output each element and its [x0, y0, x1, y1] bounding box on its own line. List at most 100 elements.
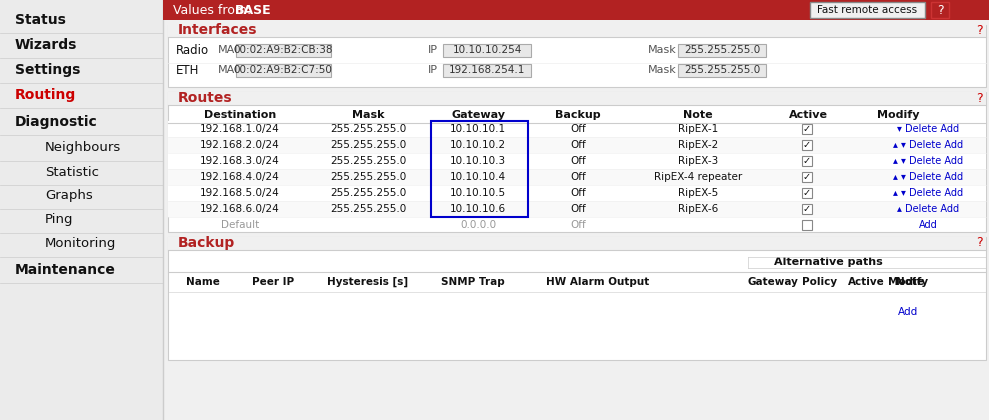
Text: 255.255.255.0: 255.255.255.0 — [330, 204, 406, 214]
Bar — [168, 92, 986, 232]
Text: ▴ ▾ Delete Add: ▴ ▾ Delete Add — [893, 140, 963, 150]
Text: 255.255.255.0: 255.255.255.0 — [330, 124, 406, 134]
Bar — [163, 0, 989, 20]
Text: Off: Off — [570, 172, 585, 182]
Text: Gateway: Gateway — [748, 277, 798, 287]
Text: ▾ Delete Add: ▾ Delete Add — [897, 124, 959, 134]
Bar — [168, 185, 986, 201]
Text: Routing: Routing — [15, 88, 76, 102]
Text: ETH: ETH — [176, 63, 200, 76]
Text: Status: Status — [15, 13, 66, 27]
Text: ✓: ✓ — [803, 140, 811, 150]
Text: RipEX-1: RipEX-1 — [677, 124, 718, 134]
Text: IP: IP — [428, 45, 438, 55]
Text: 192.168.2.0/24: 192.168.2.0/24 — [200, 140, 280, 150]
Text: 192.168.4.0/24: 192.168.4.0/24 — [200, 172, 280, 182]
Text: Backup: Backup — [178, 236, 235, 250]
Bar — [802, 124, 812, 134]
Text: 10.10.10.1: 10.10.10.1 — [450, 124, 506, 134]
Text: Maintenance: Maintenance — [15, 263, 116, 277]
Text: 192.168.6.0/24: 192.168.6.0/24 — [200, 204, 280, 214]
Bar — [168, 25, 986, 87]
Text: RipEX-6: RipEX-6 — [677, 204, 718, 214]
Text: ▴ ▾ Delete Add: ▴ ▾ Delete Add — [893, 188, 963, 198]
Text: Neighbours: Neighbours — [45, 142, 122, 155]
Text: Monitoring: Monitoring — [45, 237, 117, 250]
Text: Add: Add — [919, 220, 938, 230]
Text: Name: Name — [186, 277, 220, 287]
Text: ?: ? — [976, 236, 983, 249]
Bar — [168, 169, 986, 185]
Text: ✓: ✓ — [803, 172, 811, 182]
Text: Active: Active — [788, 110, 828, 120]
Text: Off: Off — [570, 156, 585, 166]
Text: Mask: Mask — [648, 45, 676, 55]
Text: RipEX-4 repeater: RipEX-4 repeater — [654, 172, 742, 182]
Text: Values from:: Values from: — [173, 3, 259, 16]
Bar — [802, 140, 812, 150]
Bar — [678, 64, 766, 77]
Text: Policy: Policy — [802, 277, 838, 287]
Text: BASE: BASE — [235, 3, 272, 16]
Text: Off: Off — [570, 220, 585, 230]
Text: Wizards: Wizards — [15, 38, 77, 52]
Text: 10.10.10.4: 10.10.10.4 — [450, 172, 506, 182]
Text: Off: Off — [570, 204, 585, 214]
Text: 0.0.0.0: 0.0.0.0 — [460, 220, 496, 230]
Text: ?: ? — [976, 92, 983, 105]
Text: 192.168.3.0/24: 192.168.3.0/24 — [200, 156, 280, 166]
Text: 255.255.255.0: 255.255.255.0 — [330, 140, 406, 150]
Text: Peer IP: Peer IP — [252, 277, 294, 287]
Text: ▴ ▾ Delete Add: ▴ ▾ Delete Add — [893, 156, 963, 166]
Text: 10.10.10.254: 10.10.10.254 — [452, 45, 521, 55]
Text: Off: Off — [570, 124, 585, 134]
Bar — [168, 92, 986, 105]
Text: MAC: MAC — [218, 65, 242, 75]
Text: 255.255.255.0: 255.255.255.0 — [330, 172, 406, 182]
Bar — [168, 237, 986, 360]
Bar — [168, 201, 986, 217]
Text: ✓: ✓ — [803, 124, 811, 134]
Text: 255.255.255.0: 255.255.255.0 — [330, 188, 406, 198]
Text: Backup: Backup — [555, 110, 600, 120]
Text: SNMP Trap: SNMP Trap — [441, 277, 504, 287]
Text: 10.10.10.3: 10.10.10.3 — [450, 156, 506, 166]
Text: Mask: Mask — [648, 65, 676, 75]
Text: Alternative paths: Alternative paths — [773, 257, 882, 267]
Text: Off: Off — [570, 140, 585, 150]
Text: ▴ ▾ Delete Add: ▴ ▾ Delete Add — [893, 172, 963, 182]
Text: 192.168.5.0/24: 192.168.5.0/24 — [200, 188, 280, 198]
Text: 255.255.255.0: 255.255.255.0 — [683, 45, 761, 55]
Text: Note: Note — [896, 277, 924, 287]
Text: 00:02:A9:B2:C7:50: 00:02:A9:B2:C7:50 — [233, 65, 332, 75]
Bar — [443, 64, 531, 77]
Text: 10.10.10.6: 10.10.10.6 — [450, 204, 506, 214]
Text: Destination: Destination — [204, 110, 276, 120]
Text: ✓: ✓ — [803, 204, 811, 214]
Text: 192.168.254.1: 192.168.254.1 — [449, 65, 525, 75]
Text: 192.168.1.0/24: 192.168.1.0/24 — [200, 124, 280, 134]
Bar — [168, 153, 986, 169]
Text: Settings: Settings — [15, 63, 80, 77]
Text: Graphs: Graphs — [45, 189, 93, 202]
Bar — [168, 237, 986, 250]
Text: RipEX-3: RipEX-3 — [677, 156, 718, 166]
Text: ✓: ✓ — [803, 156, 811, 166]
Text: Active: Active — [848, 277, 884, 287]
Text: ?: ? — [976, 24, 983, 37]
Text: Diagnostic: Diagnostic — [15, 115, 98, 129]
Text: Gateway: Gateway — [451, 110, 505, 120]
Text: Add: Add — [898, 307, 918, 317]
Text: Fast remote access: Fast remote access — [817, 5, 917, 15]
Bar — [168, 121, 986, 137]
Bar — [802, 204, 812, 214]
Text: ✓: ✓ — [803, 188, 811, 198]
Bar — [0, 0, 163, 420]
Text: Mask: Mask — [352, 110, 385, 120]
Text: ?: ? — [937, 3, 944, 16]
Bar — [802, 220, 812, 230]
Text: Radio: Radio — [176, 44, 209, 57]
Text: HW Alarm Output: HW Alarm Output — [546, 277, 650, 287]
Text: Note: Note — [683, 110, 713, 120]
Text: Statistic: Statistic — [45, 165, 99, 178]
